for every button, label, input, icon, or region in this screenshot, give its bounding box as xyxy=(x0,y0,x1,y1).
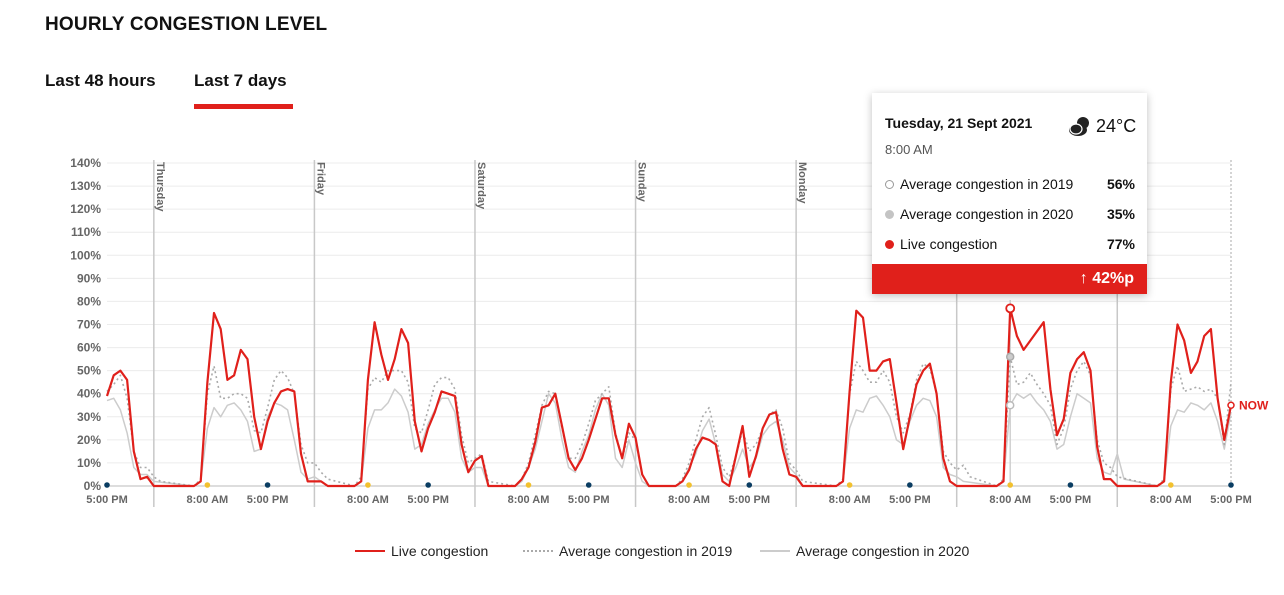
time-marker-dot xyxy=(525,482,532,488)
time-marker-dot xyxy=(907,482,913,488)
y-tick-label: 90% xyxy=(77,271,101,285)
tooltip-row-avg-2020: Average congestion in 2020 35% xyxy=(885,206,1135,222)
page-title: HOURLY CONGESTION LEVEL xyxy=(45,14,328,35)
x-tick-label: 8:00 AM xyxy=(829,494,871,506)
time-marker-dot xyxy=(104,482,110,488)
day-divider-label: Saturday xyxy=(475,162,487,210)
time-marker-dot xyxy=(425,482,431,488)
time-marker-dot xyxy=(264,482,271,488)
time-marker-dot xyxy=(746,482,753,488)
live-congestion-line xyxy=(105,307,1233,488)
time-markers xyxy=(104,482,1234,488)
legend-live[interactable]: Live congestion xyxy=(355,543,488,559)
day-divider-label: Friday xyxy=(314,162,326,196)
tooltip-temperature: 24°C xyxy=(1096,115,1137,136)
tooltip-date: Tuesday, 21 Sept 2021 xyxy=(885,115,1033,131)
x-tick-label: 8:00 AM xyxy=(1150,494,1192,506)
legend-avg-2019-label: Average congestion in 2019 xyxy=(559,543,733,559)
tooltip-row-live: Live congestion 77% xyxy=(885,236,1135,252)
live-highlight-point xyxy=(1005,303,1016,314)
time-marker-dot xyxy=(365,482,371,488)
partly-cloudy-icon xyxy=(1069,117,1089,136)
tooltip-delta: ↑ 42%p xyxy=(872,264,1147,294)
y-tick-label: 40% xyxy=(77,387,101,401)
y-tick-label: 130% xyxy=(70,179,101,193)
y-tick-label: 30% xyxy=(77,410,101,424)
time-marker-dot xyxy=(1228,482,1234,488)
x-tick-label: 8:00 AM xyxy=(668,494,710,506)
time-marker-dot xyxy=(1167,482,1174,488)
legend-avg-2020-swatch xyxy=(760,550,790,552)
tooltip-row-value: 77% xyxy=(1106,236,1135,252)
day-divider-label: Thursday xyxy=(154,162,166,212)
y-tick-label: 70% xyxy=(77,318,101,332)
legend-avg-2020-label: Average congestion in 2020 xyxy=(796,543,970,559)
x-tick-label: 5:00 PM xyxy=(247,494,289,506)
time-marker-dot xyxy=(686,482,692,488)
avg-2019-dot xyxy=(885,179,894,189)
chart-grid xyxy=(107,162,1231,487)
tooltip-row-value: 35% xyxy=(1106,206,1135,222)
tooltip-row-label: Live congestion xyxy=(900,236,998,252)
avg-2019-highlight-point xyxy=(1005,352,1015,362)
tooltip-time: 8:00 AM xyxy=(885,142,933,157)
tooltip-row-label: Average congestion in 2020 xyxy=(900,206,1074,222)
now-label: NOW xyxy=(1239,398,1269,412)
day-divider-label: Sunday xyxy=(636,162,648,203)
avg-2020-line xyxy=(106,388,1232,487)
tooltip-row-label: Average congestion in 2019 xyxy=(900,176,1074,192)
day-dividers: Thursday Friday Saturday Sunday Monday xyxy=(153,160,1232,507)
y-tick-label: 120% xyxy=(70,202,101,216)
tab-last-7-days[interactable]: Last 7 days xyxy=(194,71,287,90)
data-tooltip: Tuesday, 21 Sept 2021 8:00 AM 24°C Avera… xyxy=(872,93,1147,294)
x-tick-label: 5:00 PM xyxy=(728,494,770,506)
x-tick-label: 5:00 PM xyxy=(568,494,610,506)
time-marker-dot xyxy=(585,482,592,488)
tooltip-row-value: 56% xyxy=(1106,176,1135,192)
avg-2020-dot xyxy=(885,209,894,219)
x-axis-ticks: 5:00 PM 8:00 AM 5:00 PM 8:00 AM 5:00 PM 8:00 … xyxy=(86,494,1252,506)
x-tick-label: 8:00 AM xyxy=(186,494,228,506)
congestion-chart[interactable]: Thursday Friday Saturday Sunday Monday 0% 10%… xyxy=(0,0,1284,520)
y-tick-label: 0% xyxy=(84,479,102,493)
x-tick-label: 5:00 PM xyxy=(889,494,931,506)
x-tick-label: 5:00 PM xyxy=(1210,494,1252,506)
legend-avg-2019[interactable]: Average congestion in 2019 xyxy=(523,543,732,559)
legend-avg-2020[interactable]: Average congestion in 2020 xyxy=(760,543,969,559)
x-tick-label: 5:00 PM xyxy=(1050,494,1092,506)
y-tick-label: 50% xyxy=(77,364,101,378)
live-dot xyxy=(885,239,894,249)
x-tick-label: 5:00 PM xyxy=(407,494,449,506)
legend-avg-2019-swatch xyxy=(523,550,553,552)
tooltip-row-avg-2019: Average congestion in 2019 56% xyxy=(885,176,1135,192)
day-divider-label: Monday xyxy=(796,162,808,204)
x-tick-label: 5:00 PM xyxy=(86,494,128,506)
x-tick-label: 8:00 AM xyxy=(989,494,1031,506)
y-tick-label: 10% xyxy=(77,456,101,470)
time-marker-dot xyxy=(204,482,211,488)
y-tick-label: 60% xyxy=(77,341,101,355)
y-tick-label: 80% xyxy=(77,294,101,308)
active-tab-indicator xyxy=(194,104,293,109)
x-tick-label: 8:00 AM xyxy=(508,494,550,506)
y-axis-ticks: 0% 10% 20% 30% 40% 50% 60% 70% 80% 90% 100% 110% 120… xyxy=(70,156,101,493)
time-marker-dot xyxy=(1067,482,1074,488)
tooltip-weather: 24°C xyxy=(1068,115,1136,137)
highlight-points: NOW xyxy=(1005,303,1269,412)
y-tick-label: 140% xyxy=(70,156,101,170)
time-marker-dot xyxy=(1007,482,1014,488)
chart-series xyxy=(105,307,1233,488)
time-marker-dot xyxy=(846,482,853,488)
now-point xyxy=(1227,401,1235,409)
avg-2020-highlight-point xyxy=(1005,401,1015,410)
y-tick-label: 20% xyxy=(77,433,101,447)
y-tick-label: 100% xyxy=(70,248,101,262)
x-tick-label: 8:00 AM xyxy=(347,494,389,506)
y-tick-label: 110% xyxy=(71,225,101,239)
legend-live-label: Live congestion xyxy=(391,543,489,559)
tab-last-48-hours[interactable]: Last 48 hours xyxy=(45,71,156,90)
legend-live-swatch xyxy=(355,550,385,552)
